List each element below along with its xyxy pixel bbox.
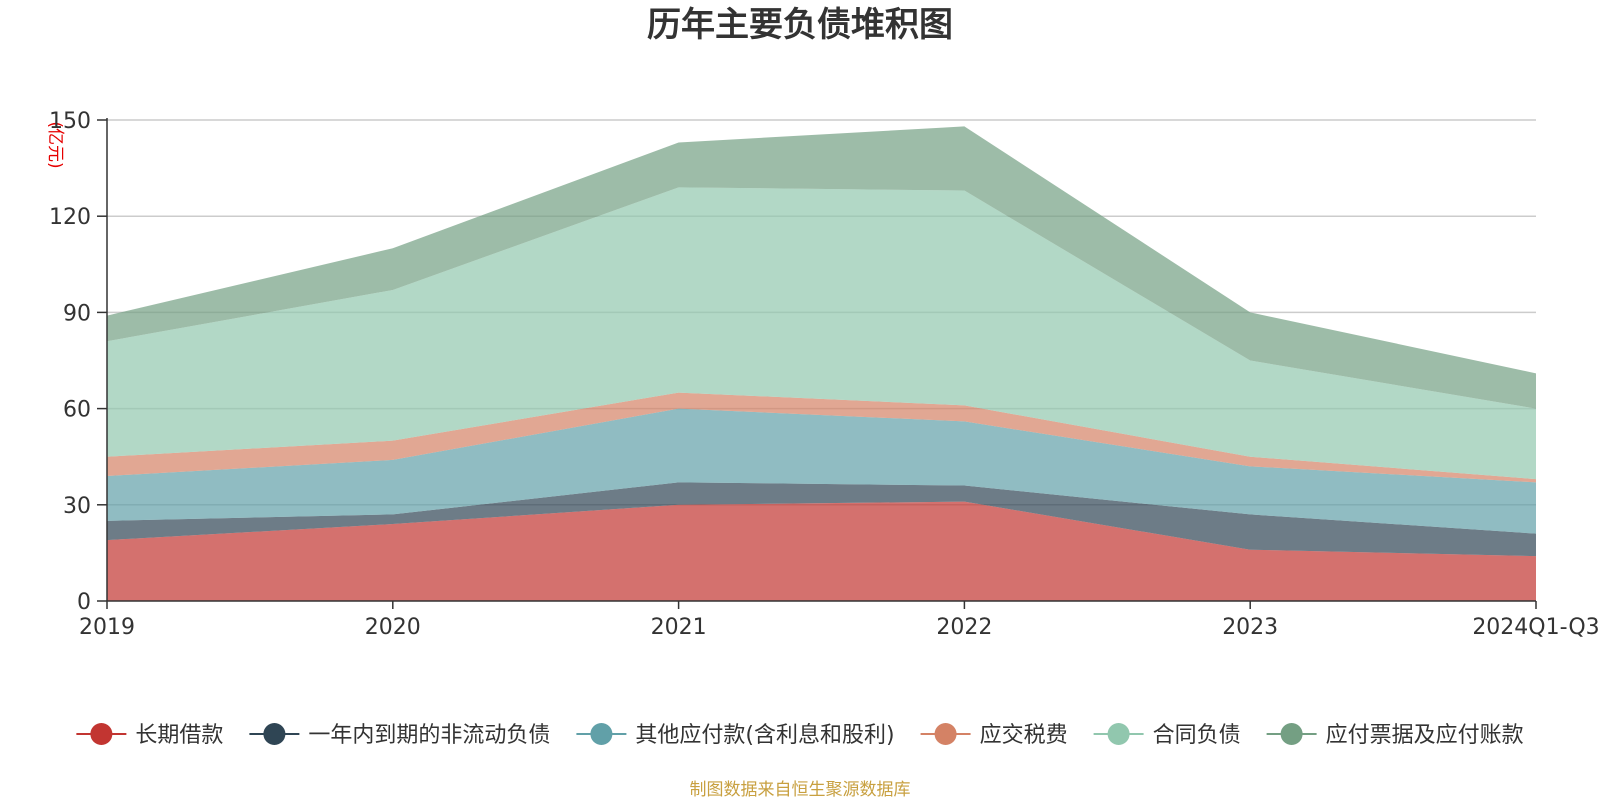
- legend-marker: [590, 723, 613, 745]
- legend[interactable]: 长期借款 一年内到期的非流动负债 其他应付款(含利息和股利) 应交税费 合同负债 应付票据…: [76, 723, 1524, 748]
- area-series: [107, 126, 1536, 601]
- data-source-note: 制图数据来自恒生聚源数据库: [690, 780, 911, 800]
- legend-marker: [90, 723, 113, 745]
- legend-marker: [1107, 723, 1130, 745]
- area-series-1: [107, 501, 1536, 601]
- x-tick-label: 2024Q1-Q3: [1472, 615, 1599, 640]
- y-tick-label: 120: [49, 205, 91, 230]
- chart-title: 历年主要负债堆积图: [647, 5, 953, 45]
- x-tick-label: 2019: [79, 615, 135, 640]
- legend-item-5[interactable]: 合同负债: [1093, 723, 1241, 748]
- area-series-4: [107, 392, 1536, 483]
- y-tick-label: 0: [77, 590, 91, 615]
- x-tick-label: 2023: [1222, 615, 1278, 640]
- legend-item-1[interactable]: 长期借款: [76, 723, 223, 748]
- legend-label: 应付票据及应付账款: [1326, 723, 1524, 748]
- y-axis-unit-label: (亿元): [45, 121, 65, 168]
- legend-item-4[interactable]: 应交税费: [920, 723, 1068, 748]
- y-tick-label: 30: [63, 494, 91, 519]
- y-tick-label: 60: [63, 398, 91, 423]
- legend-label: 长期借款: [135, 723, 223, 748]
- area-series-6: [107, 126, 1536, 409]
- legend-item-2[interactable]: 一年内到期的非流动负债: [249, 723, 550, 748]
- legend-item-6[interactable]: 应付票据及应付账款: [1266, 723, 1524, 748]
- legend-label: 合同负债: [1153, 723, 1241, 748]
- x-tick-label: 2021: [651, 615, 707, 640]
- x-tick-label: 2022: [936, 615, 992, 640]
- area-series-3: [107, 408, 1536, 534]
- legend-marker: [1280, 723, 1303, 745]
- area-series-5: [107, 187, 1536, 480]
- legend-label: 其他应付款(含利息和股利): [635, 723, 894, 748]
- legend-label: 应交税费: [980, 723, 1068, 748]
- legend-marker: [263, 723, 286, 745]
- x-tick-label: 2020: [365, 615, 421, 640]
- legend-item-3[interactable]: 其他应付款(含利息和股利): [576, 723, 895, 748]
- legend-label: 一年内到期的非流动负债: [308, 723, 550, 748]
- area-series-2: [107, 482, 1536, 557]
- y-tick-label: 90: [63, 301, 91, 326]
- y-tick-label: 150: [49, 109, 91, 134]
- legend-marker: [934, 723, 957, 745]
- axes: 0 30 60 90 120 150 2019 2020 2021 2022 2023 2024Q1-…: [49, 109, 1600, 640]
